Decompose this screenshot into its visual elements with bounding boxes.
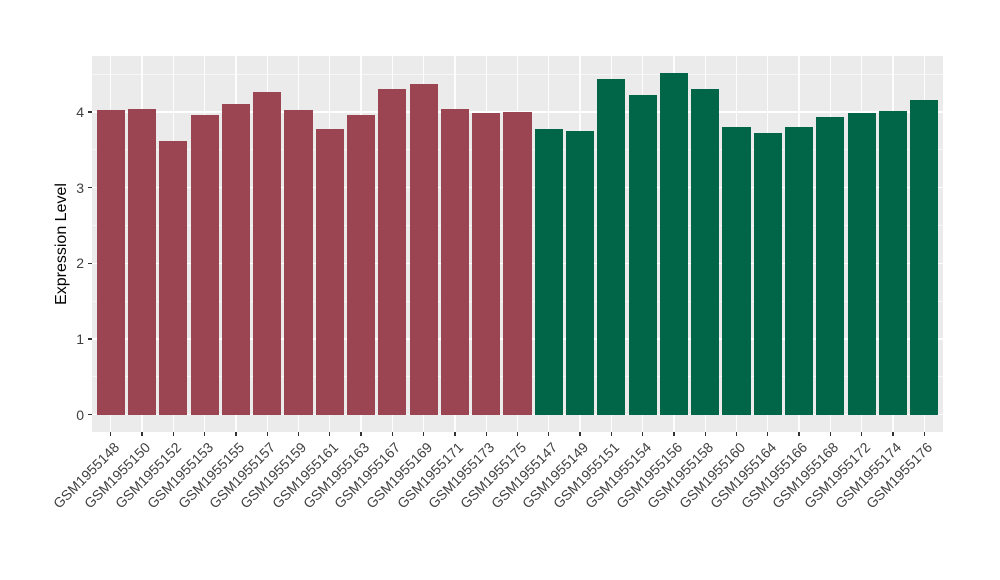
x-tick-mark <box>861 432 863 436</box>
bar-GSM1955164 <box>753 133 782 415</box>
x-tick-mark <box>204 432 206 436</box>
x-tick-mark <box>266 432 268 436</box>
x-tick-mark <box>516 432 519 436</box>
y-tick-mark <box>88 338 92 340</box>
bar-GSM1955151 <box>597 79 626 415</box>
x-tick-mark <box>767 432 769 436</box>
x-tick-mark <box>642 432 644 436</box>
x-tick-mark <box>297 432 300 436</box>
bar-GSM1955176 <box>910 99 939 415</box>
bar-GSM1955163 <box>346 115 376 415</box>
y-tick-label: 3 <box>76 179 84 196</box>
bar-GSM1955171 <box>440 108 469 415</box>
bar-GSM1955173 <box>472 113 501 415</box>
bar-GSM1955166 <box>785 127 814 415</box>
bar-GSM1955156 <box>659 73 688 415</box>
x-tick-mark <box>141 432 143 436</box>
bar-GSM1955172 <box>847 112 876 415</box>
x-tick-mark <box>485 432 487 436</box>
x-tick-mark <box>798 432 800 436</box>
bar-GSM1955149 <box>565 130 595 415</box>
x-tick-mark <box>892 432 894 436</box>
x-tick-mark <box>110 432 112 436</box>
bar-GSM1955148 <box>96 109 125 415</box>
x-tick-mark <box>235 432 237 436</box>
y-tick-mark <box>88 262 92 264</box>
x-tick-mark <box>704 432 706 436</box>
y-tick-label: 0 <box>76 406 84 423</box>
y-tick-mark <box>88 187 92 189</box>
x-tick-mark <box>360 432 362 436</box>
bar-GSM1955153 <box>190 115 219 415</box>
bar-GSM1955160 <box>722 127 751 415</box>
y-tick-label: 2 <box>76 255 84 272</box>
x-tick-mark <box>610 432 612 436</box>
x-tick-mark <box>923 432 925 436</box>
bar-GSM1955154 <box>628 95 657 415</box>
x-tick-mark <box>454 432 456 436</box>
x-tick-mark <box>829 432 831 436</box>
bar-GSM1955169 <box>409 83 438 415</box>
x-tick-mark <box>579 432 581 436</box>
x-tick-mark <box>391 432 393 436</box>
bar-GSM1955158 <box>691 88 720 415</box>
plot-panel <box>92 56 943 432</box>
x-tick-mark <box>329 432 331 436</box>
bar-GSM1955174 <box>878 111 908 415</box>
x-tick-mark <box>172 432 174 436</box>
x-tick-mark <box>673 432 675 436</box>
y-tick-label: 4 <box>76 103 84 120</box>
bar-GSM1955155 <box>221 103 250 415</box>
bar-GSM1955175 <box>503 111 532 415</box>
x-tick-mark <box>548 432 550 436</box>
bar-GSM1955168 <box>816 117 845 415</box>
y-tick-label: 1 <box>76 330 84 347</box>
y-tick-mark <box>88 413 92 416</box>
x-tick-mark <box>423 432 425 436</box>
bar-GSM1955159 <box>284 109 313 415</box>
bar-GSM1955150 <box>127 108 157 415</box>
y-tick-mark <box>88 111 92 113</box>
bar-GSM1955147 <box>534 129 563 415</box>
bar-GSM1955167 <box>378 89 407 415</box>
x-tick-mark <box>735 432 738 436</box>
bar-GSM1955152 <box>159 141 188 415</box>
bar-GSM1955161 <box>315 128 344 415</box>
bar-GSM1955157 <box>253 91 282 415</box>
